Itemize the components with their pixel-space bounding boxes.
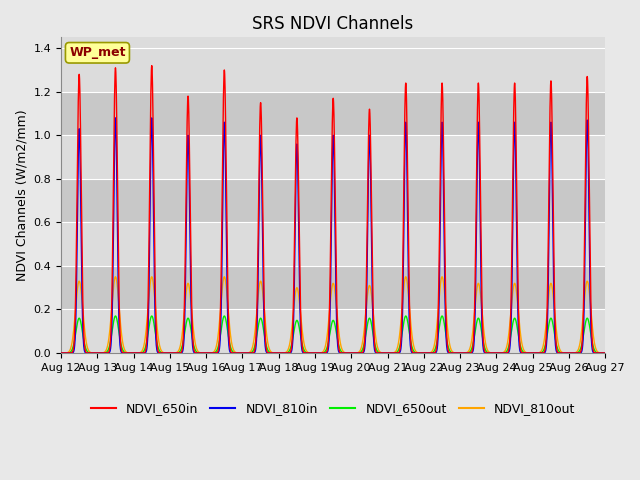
NDVI_810out xyxy=(57,350,65,356)
Title: SRS NDVI Channels: SRS NDVI Channels xyxy=(253,15,413,33)
NDVI_810in xyxy=(290,321,298,326)
NDVI_810out xyxy=(532,350,540,356)
NDVI_810out xyxy=(111,274,119,280)
NDVI_650in xyxy=(532,350,540,356)
Bar xyxy=(61,179,605,222)
Bar xyxy=(61,48,605,92)
NDVI_650out xyxy=(111,313,119,319)
NDVI_650out xyxy=(266,349,274,355)
NDVI_810in xyxy=(57,350,65,356)
NDVI_650in xyxy=(119,350,127,356)
Bar xyxy=(61,92,605,135)
NDVI_810in xyxy=(111,115,119,121)
Line: NDVI_650in: NDVI_650in xyxy=(61,66,605,353)
NDVI_650in xyxy=(152,304,159,310)
Text: WP_met: WP_met xyxy=(69,46,125,59)
NDVI_650out xyxy=(532,350,540,356)
NDVI_650out xyxy=(591,348,598,353)
Y-axis label: NDVI Channels (W/m2/mm): NDVI Channels (W/m2/mm) xyxy=(15,109,28,281)
NDVI_810out xyxy=(120,343,127,348)
NDVI_810in xyxy=(120,350,127,356)
NDVI_810out xyxy=(152,306,159,312)
Legend: NDVI_650in, NDVI_810in, NDVI_650out, NDVI_810out: NDVI_650in, NDVI_810in, NDVI_650out, NDV… xyxy=(86,397,580,420)
NDVI_810in xyxy=(152,329,159,335)
NDVI_650out xyxy=(120,348,127,354)
NDVI_810out xyxy=(266,348,274,353)
NDVI_810out xyxy=(591,341,598,347)
NDVI_650in xyxy=(266,350,274,356)
NDVI_650in xyxy=(591,350,598,356)
NDVI_650out xyxy=(57,350,65,356)
NDVI_650out xyxy=(290,331,298,337)
Line: NDVI_650out: NDVI_650out xyxy=(61,316,605,353)
NDVI_810out xyxy=(290,309,298,314)
NDVI_650in xyxy=(602,350,609,356)
Bar xyxy=(61,266,605,310)
Line: NDVI_810out: NDVI_810out xyxy=(61,277,605,353)
Bar xyxy=(61,135,605,179)
NDVI_650in xyxy=(57,350,65,356)
NDVI_810in xyxy=(591,350,598,356)
NDVI_650in xyxy=(290,297,298,303)
NDVI_650out xyxy=(152,331,159,337)
NDVI_810in xyxy=(602,350,609,356)
Bar xyxy=(61,222,605,266)
NDVI_810out xyxy=(602,350,609,356)
NDVI_650in xyxy=(148,63,156,69)
NDVI_810in xyxy=(532,350,540,356)
Bar xyxy=(61,310,605,353)
NDVI_650out xyxy=(602,350,609,356)
NDVI_810in xyxy=(266,350,274,356)
Line: NDVI_810in: NDVI_810in xyxy=(61,118,605,353)
